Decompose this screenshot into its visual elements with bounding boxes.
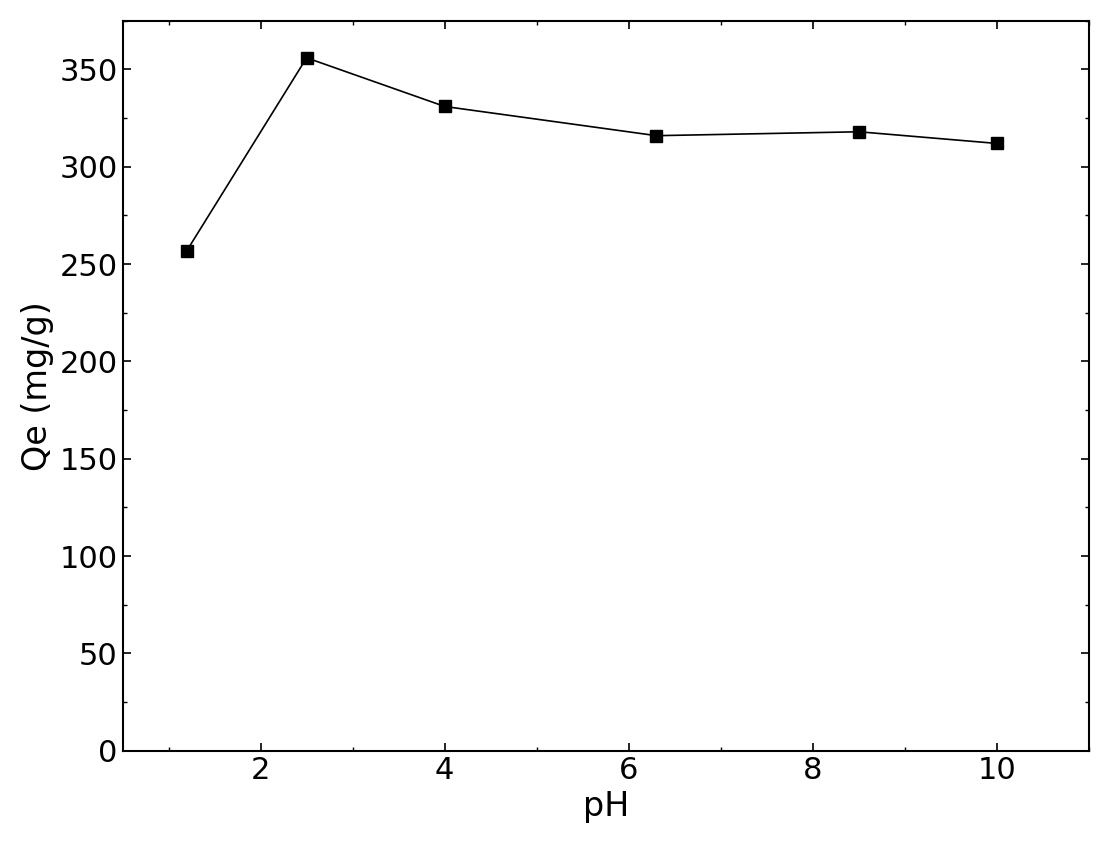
Y-axis label: Qe (mg/g): Qe (mg/g) xyxy=(21,301,53,471)
X-axis label: pH: pH xyxy=(583,790,629,823)
